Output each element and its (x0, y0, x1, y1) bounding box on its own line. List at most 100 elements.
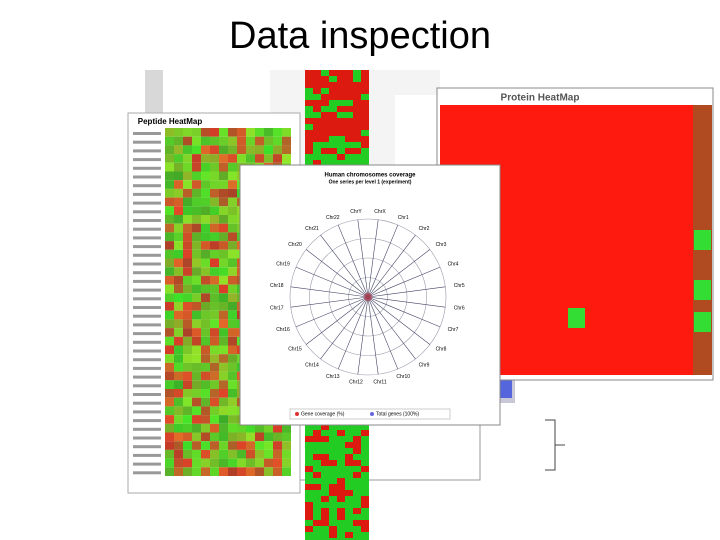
heat-cell (219, 432, 228, 442)
heat-cell (361, 130, 369, 136)
heat-cell (174, 449, 183, 459)
radar-spoke (367, 296, 379, 375)
heat-cell (219, 197, 228, 207)
radar-spoke (305, 296, 369, 345)
heat-cell (192, 423, 201, 433)
heat-cell (165, 267, 174, 276)
heat-cell (228, 397, 237, 407)
heat-cell (321, 160, 329, 166)
heat-cell (210, 241, 219, 250)
heat-cell (228, 310, 237, 320)
heat-cell (305, 448, 313, 454)
heat-cell (192, 284, 201, 294)
axis-label: Chr3 (436, 242, 447, 248)
heat-cell (321, 424, 329, 430)
heat-cell (228, 449, 237, 459)
heat-cell (305, 466, 313, 472)
heat-cell (165, 145, 174, 155)
heat-cell (192, 371, 201, 381)
heat-cell (192, 319, 201, 329)
heat-cell (228, 232, 237, 242)
heat-cell (183, 389, 192, 398)
heat-cell (183, 171, 192, 181)
heat-cell (353, 82, 361, 88)
row-label (133, 271, 161, 275)
heat-cell (337, 526, 345, 532)
heat-cell (192, 171, 201, 181)
heat-cell (174, 232, 183, 242)
heat-cell (345, 454, 353, 460)
heat-cell (219, 284, 228, 294)
heat-cell (183, 206, 192, 215)
radar-spoke (320, 234, 369, 298)
heat-cell (345, 130, 353, 136)
heat-cell (353, 490, 361, 496)
heat-cell (353, 520, 361, 526)
heat-cell (183, 232, 192, 242)
heat-cell (353, 130, 361, 136)
heat-cell (255, 128, 264, 137)
heat-cell (219, 180, 228, 189)
radar-spoke (357, 219, 369, 298)
heat-cell (305, 496, 313, 502)
heat-cell (361, 82, 369, 88)
row-label (133, 227, 161, 231)
heat-cell (313, 76, 321, 82)
heat-cell (329, 514, 337, 520)
row-label (133, 462, 161, 466)
heat-cell (353, 454, 361, 460)
heat-cell (183, 467, 192, 476)
heat-cell (321, 448, 329, 454)
heat-cell (313, 514, 321, 520)
heat-cell (228, 406, 237, 416)
heat-cell (228, 136, 237, 146)
heat-cell (201, 162, 210, 172)
heat-cell (174, 380, 183, 389)
protein-title: Protein HeatMap (501, 93, 580, 104)
heat-cell (201, 171, 210, 181)
heat-cell (165, 397, 174, 407)
heat-cell (192, 345, 201, 355)
heat-cell (353, 76, 361, 82)
heat-cell (305, 130, 313, 136)
radar-spoke (367, 296, 416, 360)
heat-cell (313, 88, 321, 94)
heat-cell (313, 160, 321, 166)
heat-cell (329, 448, 337, 454)
heat-cell (329, 154, 337, 160)
heat-cell (353, 88, 361, 94)
heat-cell (192, 154, 201, 163)
heat-cell (174, 145, 183, 155)
heat-cell (210, 336, 219, 346)
heat-cell (228, 145, 237, 155)
axis-label: Chr11 (373, 380, 386, 386)
heat-cell (345, 424, 353, 430)
heat-cell (273, 432, 282, 442)
heat-cell (345, 484, 353, 490)
heat-cell (228, 319, 237, 329)
radar-ring (328, 257, 408, 337)
axis-label: Chr6 (454, 306, 465, 312)
heat-cell (255, 467, 264, 476)
heat-cell (192, 467, 201, 476)
heat-cell (329, 76, 337, 82)
heat-cell (337, 130, 345, 136)
row-label (133, 436, 161, 440)
row-label (133, 288, 161, 292)
heat-cell (192, 380, 201, 389)
heat-cell (337, 472, 345, 478)
heat-cell (305, 538, 313, 540)
heat-cell (345, 490, 353, 496)
heat-cell (210, 162, 219, 172)
heat-cell (329, 484, 337, 490)
heat-cell (329, 160, 337, 166)
heat-cell (345, 514, 353, 520)
heat-cell (228, 197, 237, 207)
heat-cell (210, 354, 219, 363)
heat-cell (174, 188, 183, 198)
heat-cell (345, 112, 353, 118)
heat-cell (273, 423, 282, 433)
heat-cell (345, 466, 353, 472)
heat-cell (165, 293, 174, 302)
heat-cell (313, 136, 321, 142)
